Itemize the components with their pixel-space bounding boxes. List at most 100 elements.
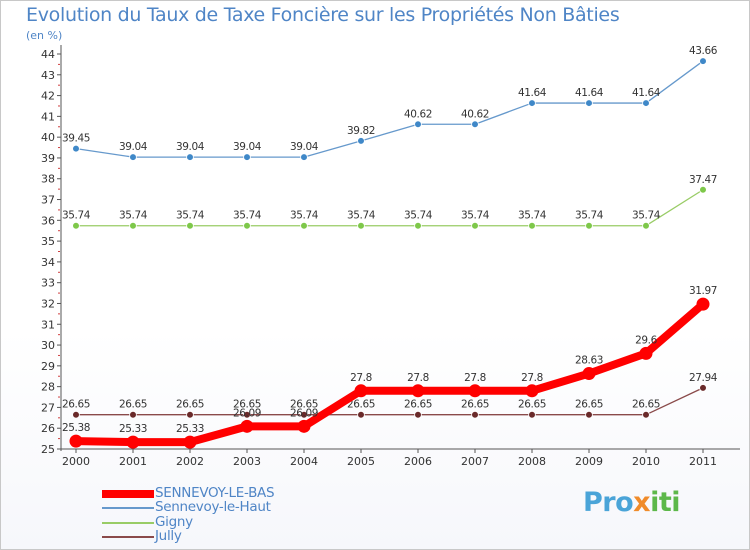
legend-label: Gigny	[155, 514, 193, 530]
series-line	[72, 300, 707, 447]
data-point	[300, 153, 308, 161]
data-point	[585, 410, 593, 419]
logo-part: iti	[650, 487, 680, 518]
proxiti-logo: Proxiti	[583, 487, 680, 518]
y-tick-label: 32	[41, 297, 55, 310]
data-label: 27.8	[521, 372, 543, 384]
data-label: 39.04	[119, 141, 148, 153]
data-label: 26.65	[176, 399, 204, 411]
data-label: 25.33	[176, 423, 204, 435]
data-label: 25.33	[119, 423, 147, 435]
chart-title: Evolution du Taux de Taxe Foncière sur l…	[26, 4, 620, 26]
y-tick-label: 30	[41, 339, 55, 352]
data-label: 26.09	[233, 407, 261, 419]
data-label: 26.65	[347, 399, 375, 411]
x-tick-label: 2009	[575, 455, 603, 468]
data-label: 35.74	[62, 210, 91, 222]
data-label: 39.82	[347, 125, 375, 137]
data-label: 40.62	[461, 108, 489, 120]
data-label: 31.97	[689, 285, 717, 297]
data-label: 26.65	[290, 399, 318, 411]
y-tick-label: 28	[41, 381, 55, 394]
data-point	[525, 384, 539, 398]
data-label: 39.04	[176, 141, 205, 153]
y-tick-label: 38	[41, 173, 55, 186]
legend-swatch	[102, 490, 154, 498]
x-tick-label: 2011	[689, 455, 717, 468]
data-label: 35.74	[632, 210, 661, 222]
data-label: 40.62	[404, 108, 432, 120]
data-label: 35.74	[575, 210, 604, 222]
data-point	[240, 419, 254, 433]
data-point	[696, 297, 710, 311]
data-point	[414, 410, 422, 419]
data-label: 27.8	[350, 372, 372, 384]
y-tick-label: 37	[41, 194, 55, 207]
data-point	[186, 153, 194, 161]
legend-label: Jully	[155, 528, 182, 544]
data-label: 35.74	[233, 210, 262, 222]
data-point	[411, 384, 425, 398]
y-tick-label: 35	[41, 235, 55, 248]
data-point	[699, 57, 707, 65]
legend-swatch	[102, 507, 154, 509]
data-point	[243, 153, 251, 161]
data-label: 41.64	[632, 87, 661, 99]
data-point	[585, 221, 593, 230]
data-point	[129, 410, 137, 419]
data-point	[243, 410, 251, 419]
data-label: 35.74	[119, 210, 148, 222]
data-point	[471, 221, 479, 230]
y-tick-label: 41	[41, 110, 55, 123]
data-point	[69, 434, 83, 448]
data-point	[72, 144, 80, 153]
data-label: 26.65	[461, 399, 489, 411]
data-label: 27.8	[407, 372, 429, 384]
data-point	[183, 435, 197, 449]
data-point	[357, 137, 365, 145]
data-point	[414, 120, 422, 129]
x-tick-label: 2003	[233, 455, 261, 468]
logo-part: x	[633, 487, 651, 518]
data-label: 39.04	[290, 141, 319, 153]
data-label: 26.65	[119, 399, 147, 411]
data-label: 26.65	[575, 399, 603, 411]
x-tick-label: 2000	[62, 455, 90, 468]
x-tick-label: 2001	[119, 455, 147, 468]
data-label: 35.74	[290, 210, 319, 222]
x-tick-label: 2002	[176, 455, 204, 468]
data-label: 29.6	[635, 334, 657, 346]
data-label: 43.66	[689, 45, 718, 57]
y-tick-label: 33	[41, 277, 55, 290]
data-point	[186, 221, 194, 230]
y-tick-label: 26	[41, 422, 55, 435]
data-label: 28.63	[575, 355, 603, 367]
data-label: 26.65	[62, 399, 90, 411]
x-tick-label: 2005	[347, 455, 375, 468]
data-point	[528, 99, 536, 107]
data-point	[243, 221, 251, 230]
data-point	[471, 410, 479, 419]
data-point	[72, 410, 80, 419]
data-label: 41.64	[518, 87, 547, 99]
data-point	[582, 367, 596, 381]
y-tick-label: 40	[41, 131, 55, 144]
data-point	[528, 410, 536, 419]
series-line	[75, 189, 704, 227]
y-tick-label: 43	[41, 69, 55, 82]
data-label: 39.45	[62, 133, 90, 145]
data-point	[699, 384, 707, 392]
data-label: 27.94	[689, 372, 718, 384]
y-tick-label: 25	[41, 443, 55, 456]
data-point	[300, 221, 308, 230]
data-label: 35.74	[518, 210, 547, 222]
data-point	[297, 419, 311, 433]
data-label: 26.65	[632, 399, 660, 411]
data-label: 35.74	[347, 210, 376, 222]
y-tick-label: 34	[41, 256, 55, 269]
data-label: 35.74	[461, 210, 490, 222]
data-point	[414, 221, 422, 230]
data-point	[300, 410, 308, 419]
